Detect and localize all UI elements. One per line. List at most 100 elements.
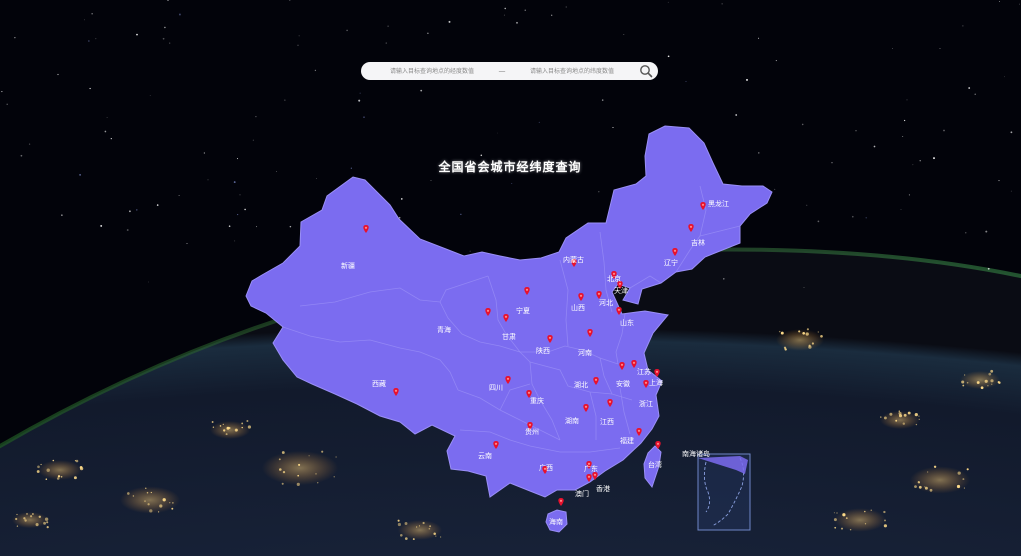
star [623,34,625,35]
province-label-beijing: 北京 [607,274,621,283]
province-borders [282,185,741,453]
city-light [16,525,19,527]
latitude-input[interactable] [509,64,635,78]
marker-pin-jilin[interactable] [688,224,694,232]
city-light-glow [834,508,886,532]
marker-pin-dot [394,389,398,392]
city-light [38,515,42,519]
marker-pin-chongqing[interactable] [526,390,532,398]
marker-pin-gansu[interactable] [503,314,509,322]
marker-pin-yunnan[interactable] [493,441,499,449]
marker-pin-jiangsu[interactable] [631,360,637,368]
star [503,14,505,16]
city-light [149,509,153,513]
city-light [415,526,418,528]
city-light [222,423,224,426]
star [156,204,159,206]
star [723,278,725,280]
marker-pin-shandong[interactable] [616,307,622,315]
city-light [404,537,408,540]
marker-pin-dot [527,391,531,394]
marker-pin-hubei[interactable] [593,377,599,385]
search-button[interactable] [638,63,654,79]
coordinate-search-bar: — [361,62,658,80]
marker-pin-xinjiang[interactable] [363,225,369,233]
star [998,180,1000,182]
star [906,99,908,101]
star [398,216,401,219]
marker-pin-hainan[interactable] [558,498,564,506]
marker-pin-sichuan[interactable] [505,376,511,384]
star [803,287,805,288]
marker-pin-xizang[interactable] [393,388,399,396]
marker-pin-aomen[interactable] [586,474,592,482]
city-light [933,465,937,468]
star [817,220,820,223]
marker-pin-fujian[interactable] [636,428,642,436]
longitude-input[interactable] [369,64,495,78]
marker-pin-anhui[interactable] [619,362,625,370]
marker-pin-heilongjiang[interactable] [700,202,706,210]
star [148,281,150,283]
city-light [918,482,920,484]
province-label-gansu: 甘肃 [502,332,516,341]
city-light [842,513,846,517]
star [500,162,502,163]
marker-pin-hebei[interactable] [596,291,602,299]
star [256,226,258,228]
marker-pin-tianjin[interactable] [617,281,623,289]
province-label-shanxi: 山西 [571,303,585,312]
star [735,114,738,116]
star [276,171,277,172]
province-label-jiangsu: 江苏 [637,367,651,376]
province-label-jiangxi: 江西 [600,418,614,426]
province-label-sichuan: 四川 [489,384,503,392]
star [939,48,941,50]
star [601,99,604,101]
star [149,95,151,96]
city-light [849,528,852,531]
marker-pin-shanghai[interactable] [654,369,660,377]
star [186,243,188,244]
city-light [147,503,150,506]
city-light [864,523,867,525]
marker-pin-shaanxi[interactable] [547,335,553,343]
city-light [171,507,174,510]
star [244,208,246,211]
marker-pin-shanxi[interactable] [578,293,584,301]
marker-pin-xianggang[interactable] [592,472,598,480]
marker-pin-dot [506,377,510,380]
marker-pin-liaoning[interactable] [672,248,678,256]
marker-pin-guizhou[interactable] [527,422,533,430]
marker-pin-neimenggu[interactable] [571,259,577,267]
marker-pin-jiangxi[interactable] [607,399,613,407]
marker-pin-dot [587,462,591,465]
marker-pin-dot [656,442,660,445]
marker-pin-taiwan[interactable] [655,441,661,449]
star [943,129,945,132]
star [746,78,748,81]
marker-pin-guangxi[interactable] [542,466,548,474]
marker-pin-ningxia[interactable] [524,287,530,295]
city-light [46,468,50,472]
star [1,91,3,93]
province-label-hainan: 海南 [549,517,563,526]
marker-pin-guangdong[interactable] [586,461,592,469]
star [1019,3,1020,5]
taiwan-shape [643,445,662,489]
city-light [883,510,886,514]
star [297,44,299,46]
marker-pin-beijing[interactable] [611,271,617,279]
marker-pin-hunan[interactable] [583,404,589,412]
star [169,42,171,44]
city-light [315,473,317,475]
star [91,13,93,15]
marker-pin-dot [593,473,597,476]
marker-pin-henan[interactable] [587,329,593,337]
marker-pin-dot [594,378,598,381]
city-light [308,455,310,457]
province-label-chongqing: 重庆 [530,396,544,405]
marker-pin-qinghai[interactable] [485,308,491,316]
star [685,80,687,82]
marker-pin-zhejiang[interactable] [643,380,649,388]
